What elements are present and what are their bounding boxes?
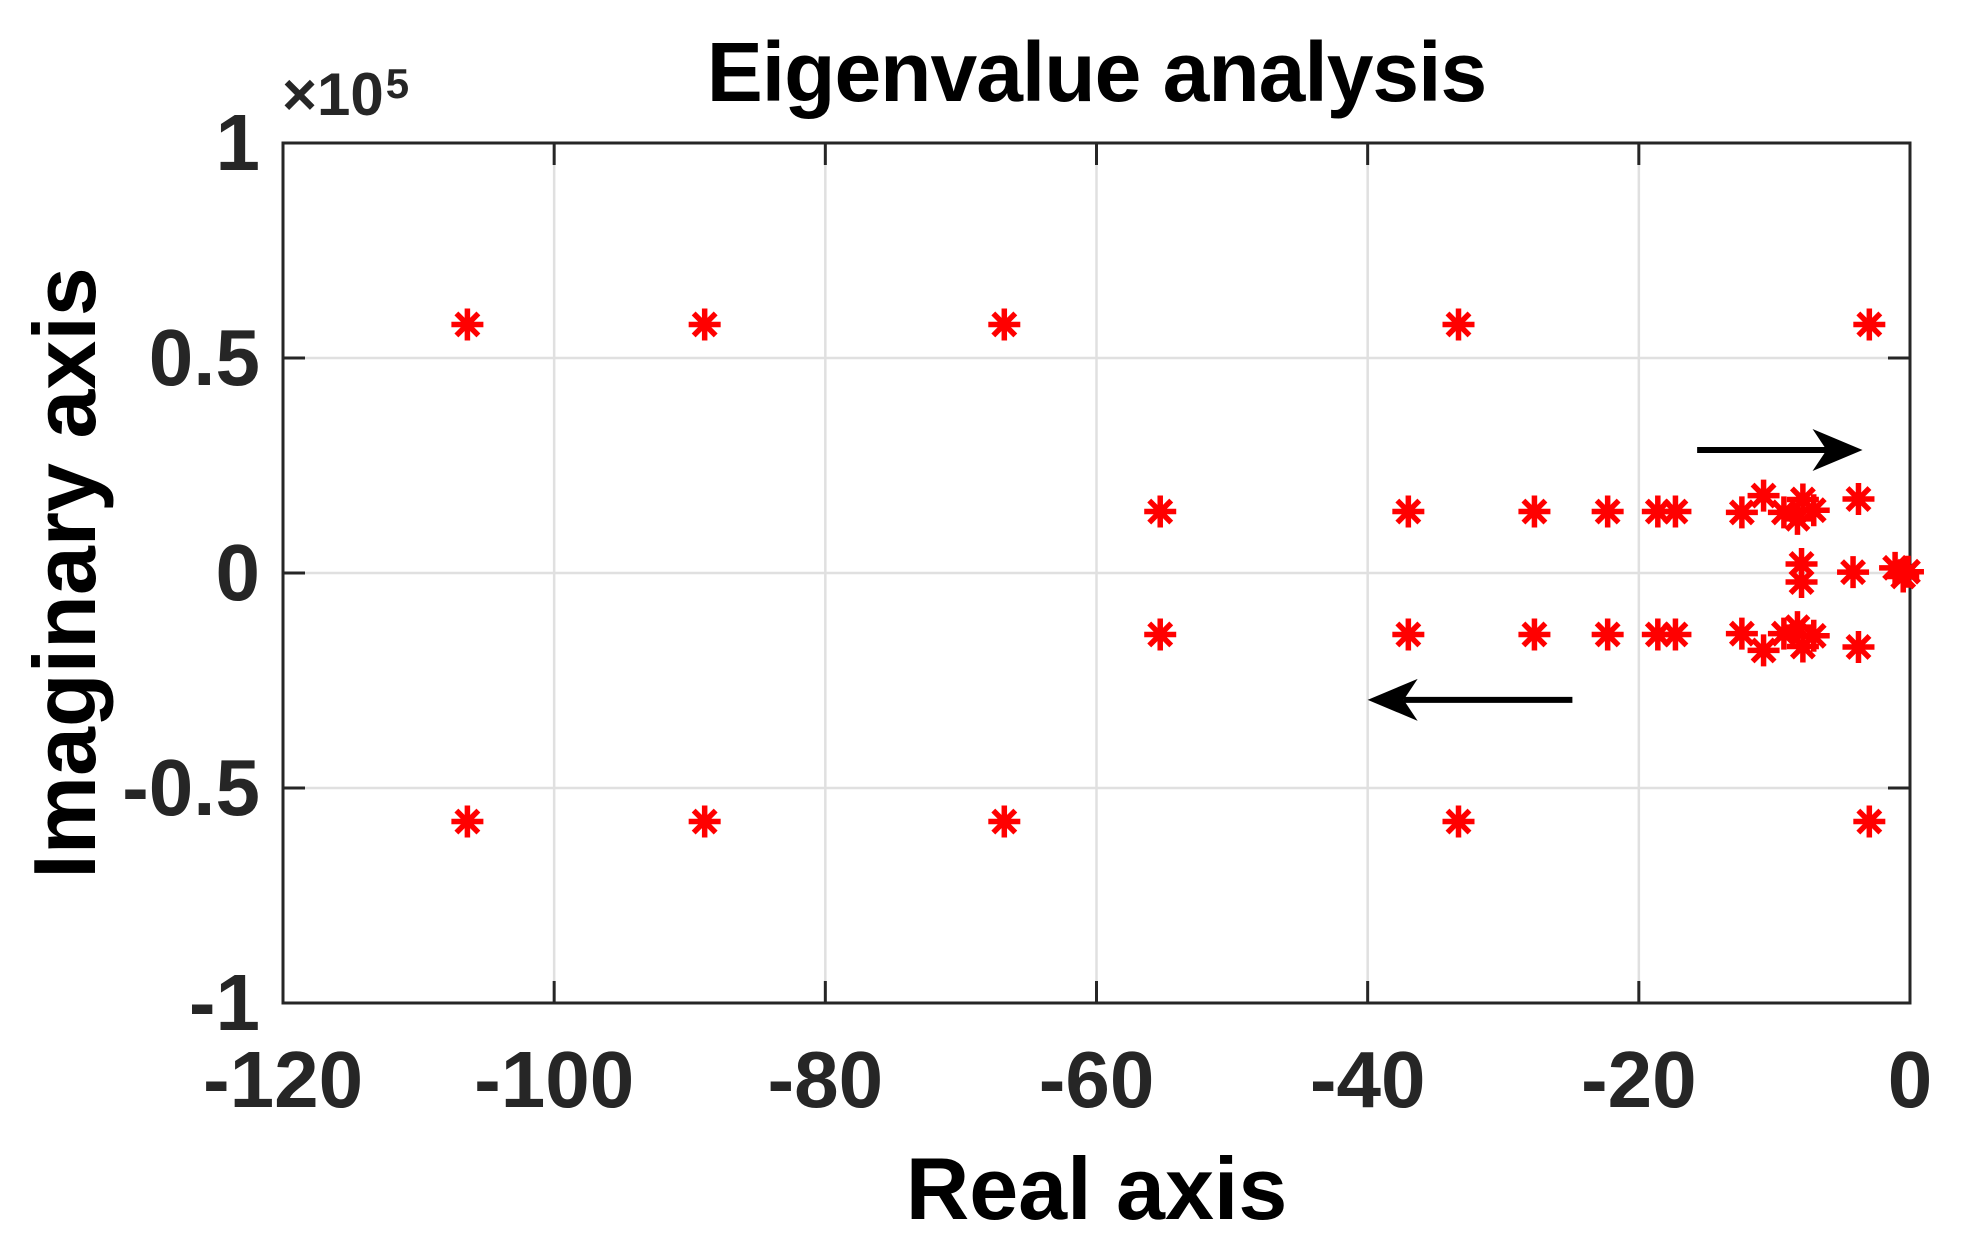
y-exponent-power: 5 [385, 60, 410, 107]
eigenvalue-marker [1659, 618, 1692, 651]
eigenvalue-marker [1785, 547, 1818, 580]
eigenvalue-marker [1797, 494, 1830, 527]
chart-title: Eigenvalue analysis [706, 25, 1487, 119]
y-tick-label: -0.5 [122, 743, 260, 832]
y-tick-label: -1 [188, 958, 260, 1047]
eigenvalue-marker [1591, 495, 1624, 528]
eigenvalue-marker [1518, 618, 1551, 651]
eigenvalue-marker [1853, 308, 1886, 341]
eigenvalue-marker [688, 308, 721, 341]
arrow-head-left [1367, 678, 1418, 721]
x-tick-label: -40 [1309, 1035, 1426, 1124]
eigenvalue-marker [1837, 556, 1870, 589]
eigenvalue-marker [1442, 308, 1475, 341]
eigenvalue-marker [1842, 483, 1875, 516]
eigenvalue-marker [1842, 630, 1875, 663]
eigenvalue-marker [1641, 618, 1674, 651]
eigenvalue-marker [1797, 619, 1830, 652]
eigenvalue-marker [451, 308, 484, 341]
eigenvalue-marker [1659, 495, 1692, 528]
eigenvalue-marker [1518, 495, 1551, 528]
eigenvalue-marker [1442, 805, 1475, 838]
x-tick-label: -100 [474, 1035, 635, 1124]
eigenvalue-marker [1725, 496, 1758, 529]
x-tick-label: -20 [1581, 1035, 1697, 1124]
eigenvalue-marker [1853, 805, 1886, 838]
x-tick-label: -120 [202, 1035, 364, 1124]
eigenvalue-marker [1641, 495, 1674, 528]
y-exponent-base: ×10 [282, 61, 384, 128]
eigenvalue-marker [1781, 611, 1814, 644]
eigenvalue-marker [1392, 618, 1425, 651]
y-tick-label: 1 [215, 98, 261, 187]
eigenvalue-marker [1767, 496, 1800, 529]
y-tick-label: 0.5 [148, 313, 260, 402]
eigenvalue-marker [688, 805, 721, 838]
arrow-head-right [1812, 429, 1863, 472]
y-tick-label: 0 [215, 528, 261, 617]
eigenvalue-marker [1144, 495, 1177, 528]
x-tick-label: 0 [1887, 1035, 1933, 1124]
x-tick-label: -60 [1038, 1035, 1155, 1124]
eigenvalue-marker [1747, 634, 1780, 667]
eigenvalue-marker [1392, 495, 1425, 528]
eigenvalue-marker [1725, 617, 1758, 650]
y-axis-exponent: ×105 [282, 56, 410, 129]
eigenvalue-marker [1591, 618, 1624, 651]
eigenvalue-marker [1891, 555, 1924, 588]
eigenvalue-marker [1747, 479, 1780, 512]
eigenvalue-marker [1785, 566, 1818, 599]
eigenvalue-marker [988, 805, 1021, 838]
eigenvalue-marker [1144, 618, 1177, 651]
eigenvalue-marker [1767, 617, 1800, 650]
eigenvalue-marker [988, 308, 1021, 341]
x-axis-label: Real axis [905, 1139, 1288, 1238]
eigenvalue-marker [451, 805, 484, 838]
eigenvalue-marker [1781, 502, 1814, 535]
x-tick-label: -80 [767, 1035, 884, 1124]
